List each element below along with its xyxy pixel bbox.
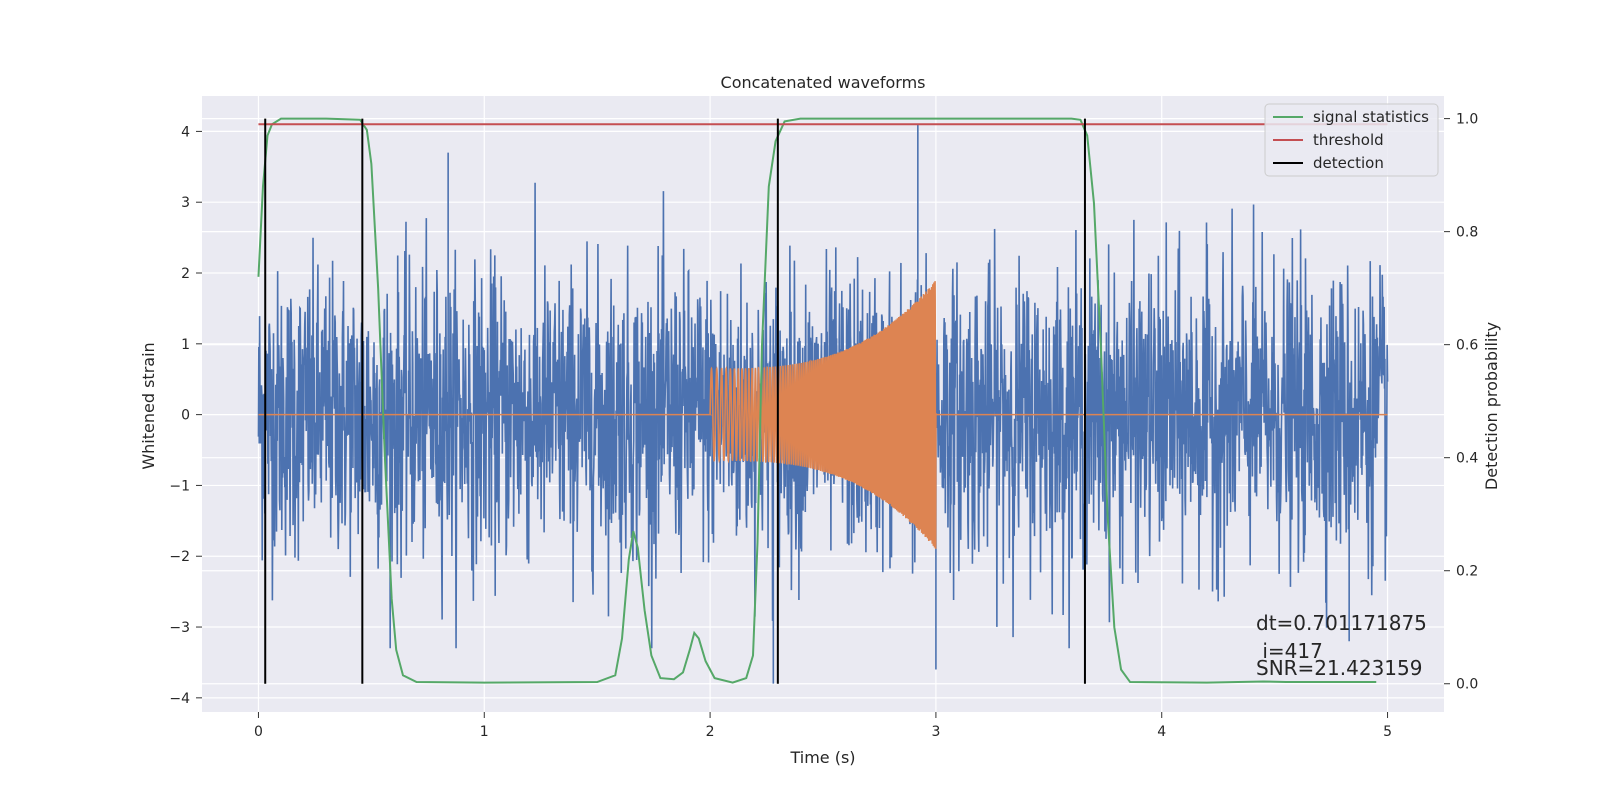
injected-signal-line [258, 281, 1388, 549]
x-tick-label: 4 [1157, 724, 1166, 740]
x-tick-label: 1 [480, 724, 489, 740]
x-tick-label: 5 [1383, 724, 1392, 740]
y2-tick-label: 0.8 [1456, 225, 1478, 241]
legend-label-threshold: threshold [1313, 131, 1384, 149]
y-tick-label: −2 [169, 549, 190, 565]
annotation-index: i=417 [1256, 639, 1323, 663]
annotation-snr: SNR=21.423159 [1256, 656, 1422, 680]
y-tick-label: 4 [181, 124, 190, 140]
x-tick-label: 3 [931, 724, 940, 740]
annotation-block: dt=0.701171875 i=417 SNR=21.423159 [1256, 611, 1427, 680]
y2-tick-label: 1.0 [1456, 112, 1478, 128]
x-tick-label: 2 [706, 724, 715, 740]
y2-tick-label: 0.2 [1456, 564, 1478, 580]
x-tick-label: 0 [254, 724, 263, 740]
y-tick-label: 0 [181, 408, 190, 424]
y-tick-label: 3 [181, 195, 190, 211]
y-tick-label: 2 [181, 266, 190, 282]
chart-title: Concatenated waveforms [721, 73, 926, 92]
y2-tick-label: 0.0 [1456, 677, 1478, 693]
y2-tick-label: 0.4 [1456, 451, 1478, 467]
y-tick-label: −3 [169, 620, 190, 636]
legend-box [1264, 103, 1439, 177]
signal-statistics-line [257, 117, 1377, 684]
signal-statistics-series [257, 117, 1377, 684]
detection-lines [264, 118, 1086, 684]
y-tick-label: −4 [169, 691, 190, 707]
y-tick-label: 1 [181, 337, 190, 353]
y-axis-label: Whitened strain [139, 342, 158, 469]
y2-axis-label: Detection probability [1482, 322, 1501, 490]
legend-label-detection: detection [1313, 154, 1384, 172]
y-tick-label: −1 [169, 478, 190, 494]
annotation-dt: dt=0.701171875 [1256, 611, 1427, 635]
legend: signal statistics threshold detection [1264, 103, 1439, 177]
y2-tick-label: 0.6 [1456, 338, 1478, 354]
legend-label-signal-statistics: signal statistics [1313, 108, 1429, 126]
tick-labels: 0 1 2 3 4 5 −4 −3 −2 −1 0 1 2 3 4 0.0 0.2 0.4 0.6 0.8 1.0 [169, 112, 1478, 740]
x-axis-label: Time (s) [789, 748, 855, 767]
injected-signal-series [258, 281, 1388, 549]
